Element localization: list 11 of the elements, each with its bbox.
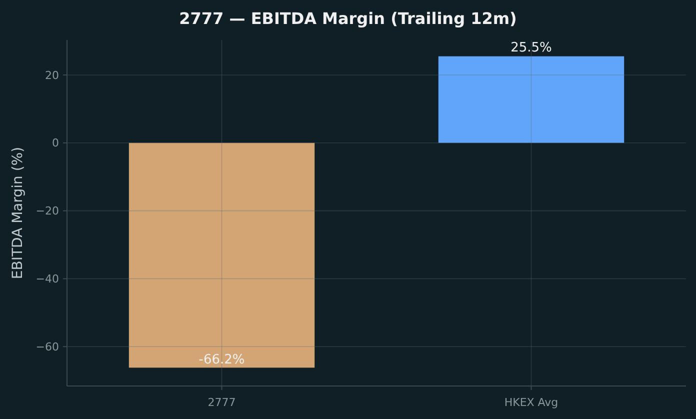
y-tick-label: −40 <box>36 272 59 286</box>
x-tick-label: 2777 <box>208 396 236 409</box>
chart-title: 2777 — EBITDA Margin (Trailing 12m) <box>179 9 517 28</box>
y-tick-label: 20 <box>45 68 59 82</box>
y-axis-title: EBITDA Margin (%) <box>10 146 26 280</box>
x-tick-label: HKEX Avg <box>504 396 558 409</box>
y-tick-label: −60 <box>36 340 59 354</box>
y-tick-label: 0 <box>52 136 59 150</box>
data-label: 25.5% <box>510 40 552 56</box>
y-tick-label: −20 <box>36 204 59 218</box>
data-label: -66.2% <box>198 352 245 368</box>
